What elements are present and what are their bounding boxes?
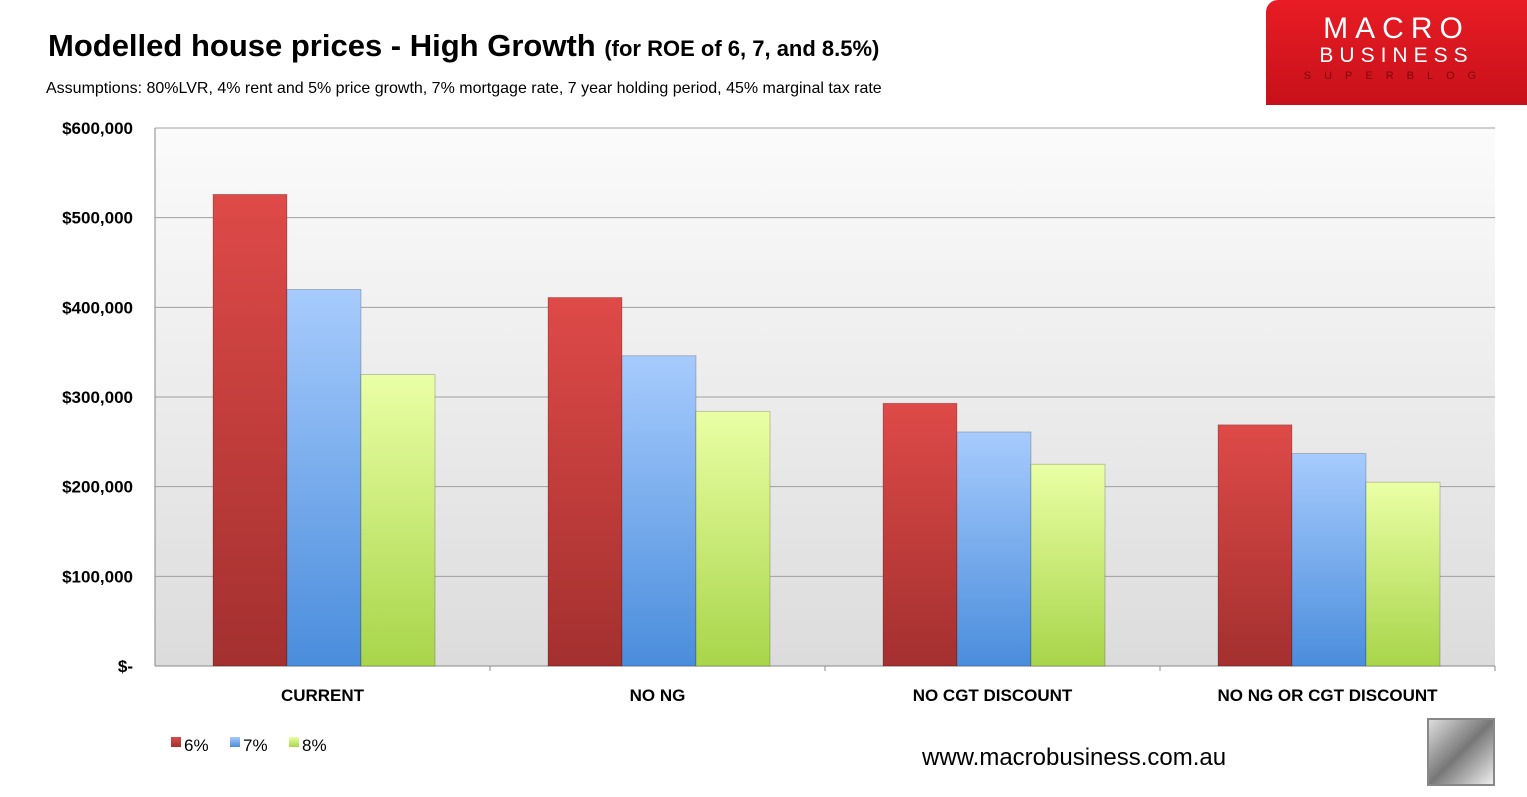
- legend-swatch: [230, 737, 240, 747]
- legend-swatch: [171, 737, 181, 747]
- y-tick-label: $-: [118, 657, 133, 676]
- fox-logo-image: [1427, 718, 1495, 786]
- bar-7%-no-cgt-discount: [956, 431, 1032, 667]
- bar-8%-no-ng: [695, 410, 771, 667]
- bar-8%-current: [360, 374, 436, 667]
- y-tick-label: $400,000: [62, 298, 133, 317]
- chart-title: Modelled house prices - High Growth (for…: [48, 28, 880, 63]
- bar-8%-no-cgt-discount: [1030, 463, 1106, 667]
- bar-6%-no-ng-or-cgt-discount: [1217, 424, 1293, 667]
- website-url[interactable]: www.macrobusiness.com.au: [922, 744, 1227, 771]
- x-tick-label: CURRENT: [281, 686, 365, 705]
- bar-8%-no-ng-or-cgt-discount: [1365, 481, 1441, 667]
- y-tick-label: $100,000: [62, 567, 133, 586]
- bar-7%-no-ng: [621, 355, 697, 667]
- legend-swatch: [289, 737, 299, 747]
- y-tick-label: $200,000: [62, 478, 133, 497]
- bar-6%-no-cgt-discount: [882, 402, 958, 667]
- bar-6%-current: [212, 193, 288, 667]
- legend-label: 6%: [184, 736, 209, 755]
- x-tick-label: NO NG: [630, 686, 686, 705]
- x-tick-label: NO CGT DISCOUNT: [913, 686, 1073, 705]
- y-tick-label: $600,000: [62, 119, 133, 138]
- x-tick-label: NO NG OR CGT DISCOUNT: [1217, 686, 1438, 705]
- bar-7%-no-ng-or-cgt-discount: [1291, 453, 1367, 667]
- assumptions-text: Assumptions: 80%LVR, 4% rent and 5% pric…: [46, 80, 882, 97]
- legend-label: 8%: [302, 736, 327, 755]
- y-tick-label: $300,000: [62, 388, 133, 407]
- bar-6%-no-ng: [547, 297, 623, 667]
- macrobusiness-logo: MACRO BUSINESS SUPERBLOG: [1266, 0, 1527, 105]
- bar-7%-current: [286, 288, 362, 667]
- y-tick-label: $500,000: [62, 209, 133, 228]
- legend-label: 7%: [243, 736, 268, 755]
